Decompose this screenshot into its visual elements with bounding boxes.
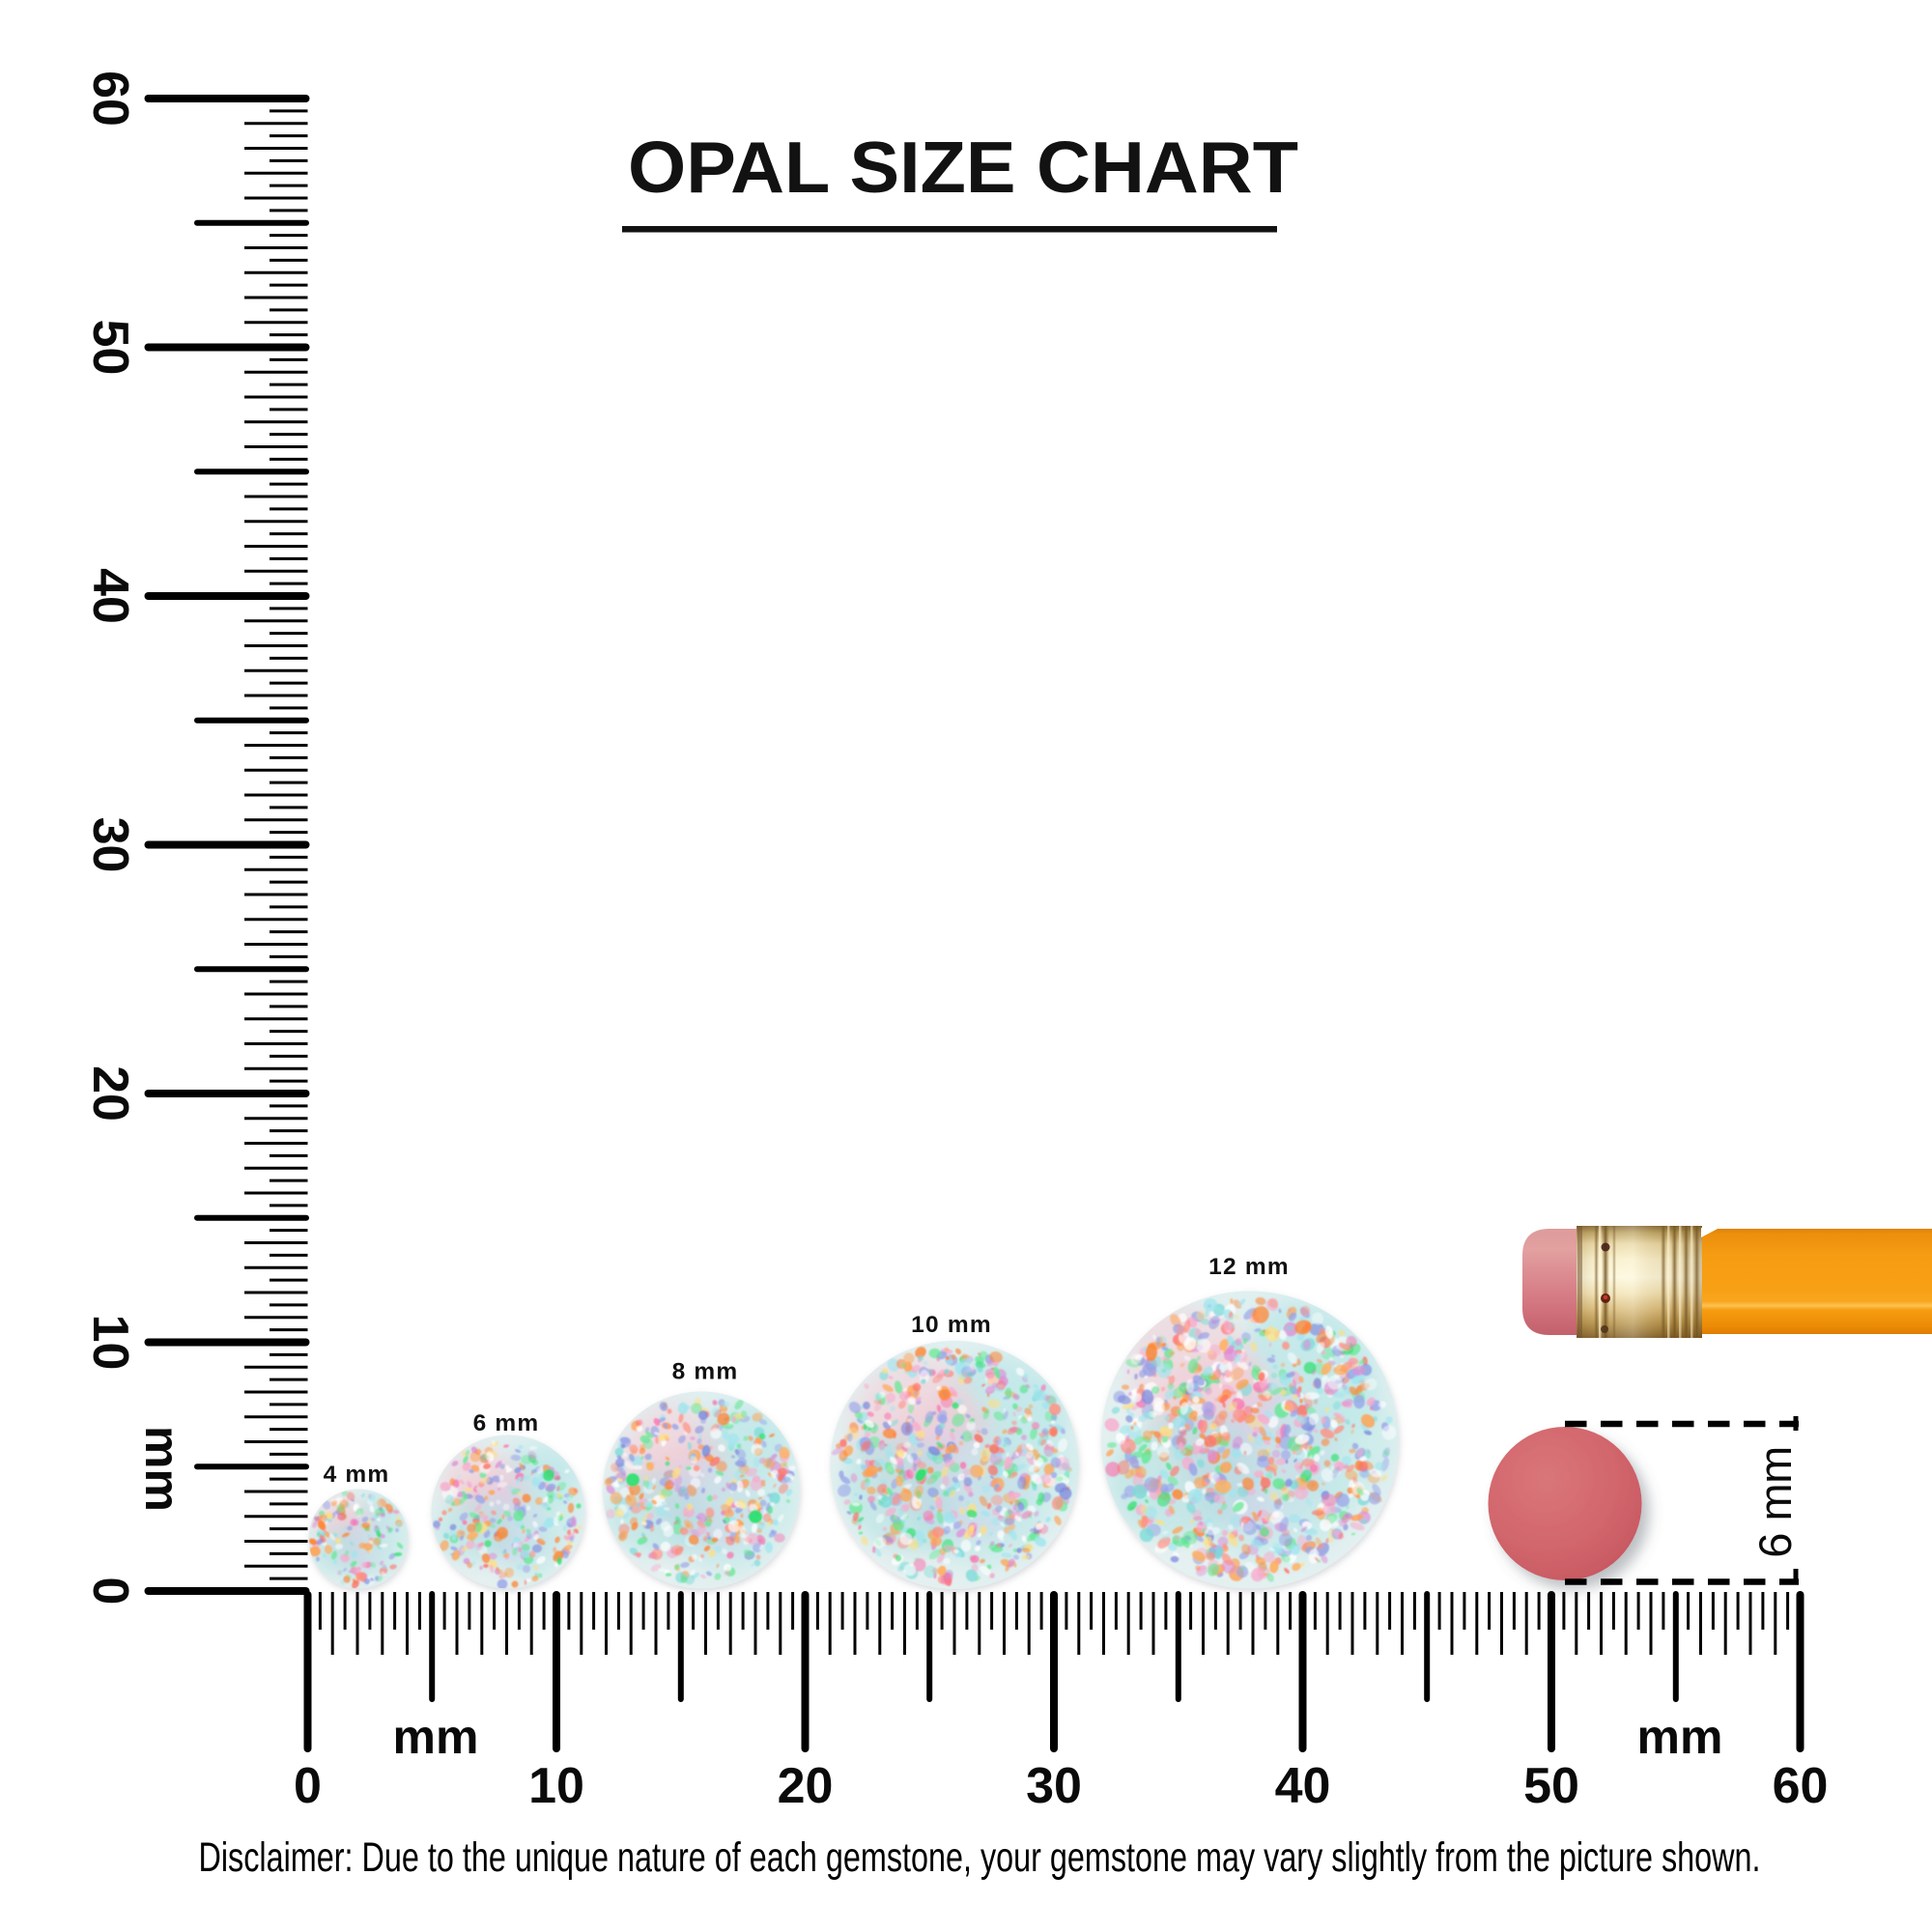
svg-text:50: 50: [1523, 1758, 1579, 1814]
svg-text:40: 40: [1275, 1758, 1331, 1814]
svg-text:8 mm: 8 mm: [672, 1359, 739, 1385]
svg-text:6 mm: 6 mm: [473, 1410, 540, 1436]
svg-text:40: 40: [82, 568, 138, 624]
svg-text:0: 0: [294, 1758, 322, 1814]
svg-text:mm: mm: [135, 1426, 189, 1512]
svg-text:mm: mm: [1637, 1710, 1723, 1764]
svg-text:10 mm: 10 mm: [911, 1312, 992, 1338]
svg-text:0: 0: [82, 1577, 138, 1605]
svg-text:60: 60: [1773, 1758, 1829, 1814]
svg-text:Disclaimer: Due to the unique: Disclaimer: Due to the unique nature of …: [199, 1835, 1761, 1881]
svg-text:mm: mm: [393, 1710, 479, 1764]
svg-text:6 mm: 6 mm: [1749, 1446, 1801, 1558]
svg-text:OPAL SIZE CHART: OPAL SIZE CHART: [628, 127, 1298, 208]
svg-text:20: 20: [778, 1758, 834, 1814]
svg-text:4 mm: 4 mm: [324, 1462, 390, 1488]
svg-text:30: 30: [82, 817, 138, 873]
svg-text:60: 60: [82, 71, 138, 127]
svg-text:20: 20: [82, 1065, 138, 1122]
svg-text:30: 30: [1026, 1758, 1082, 1814]
svg-text:50: 50: [82, 320, 138, 376]
svg-text:10: 10: [528, 1758, 584, 1814]
svg-text:12 mm: 12 mm: [1208, 1254, 1290, 1280]
svg-text:10: 10: [82, 1315, 138, 1371]
